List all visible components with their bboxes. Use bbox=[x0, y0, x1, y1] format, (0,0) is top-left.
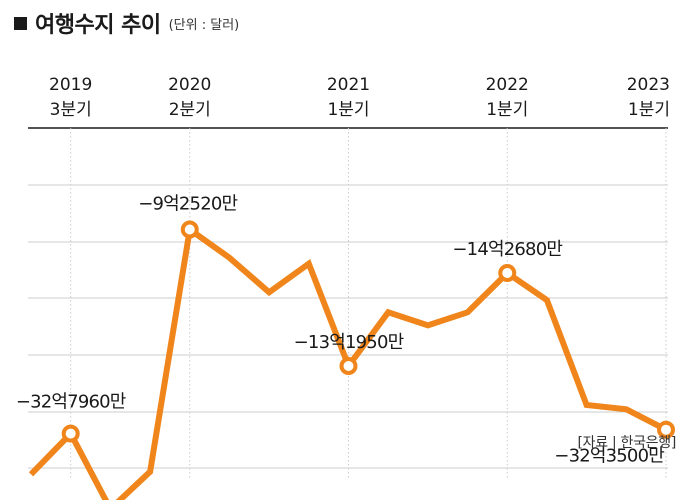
x-tick-quarter: 1분기 bbox=[628, 100, 670, 120]
x-tick-year: 2022 bbox=[486, 75, 529, 95]
data-label: −32억7960만 bbox=[16, 392, 126, 413]
source-credit: [자료 | 한국은행] bbox=[577, 435, 676, 451]
x-tick-quarter: 3분기 bbox=[50, 100, 92, 120]
data-point-marker bbox=[498, 263, 517, 282]
data-label: −13억1950만 bbox=[294, 332, 404, 353]
x-tick-quarter: 2분기 bbox=[169, 100, 211, 120]
data-point-marker bbox=[339, 357, 358, 375]
data-label: −32억3500만 bbox=[554, 446, 664, 467]
data-label: −14억2680만 bbox=[452, 239, 562, 260]
chart-title: 여행수지 추이 bbox=[35, 13, 161, 38]
x-tick-year: 2021 bbox=[327, 75, 370, 95]
x-tick-labels: 2019 3분기 2020 2분기 2021 1분기 2022 1분기 2023 1분기 bbox=[49, 75, 670, 120]
data-point-marker bbox=[61, 424, 80, 443]
x-tick-quarter: 1분기 bbox=[486, 100, 528, 120]
x-tick-quarter: 1분기 bbox=[327, 100, 369, 120]
chart-title-block: 여행수지 추이 (단위 : 달러) bbox=[14, 8, 239, 38]
data-point-marker bbox=[180, 220, 199, 239]
data-point-marker bbox=[657, 420, 675, 439]
grid-layer bbox=[28, 127, 668, 478]
x-tick-year: 2019 bbox=[49, 75, 92, 95]
unit-label: (단위 : 달러) bbox=[168, 17, 240, 33]
data-label: −9억2520만 bbox=[138, 194, 237, 215]
data-labels: −32억7960만 −9억2520만 −13억1950만 −14억2680만 −32억3… bbox=[16, 194, 665, 467]
series-layer bbox=[28, 220, 675, 500]
square-bullet-icon bbox=[14, 16, 27, 30]
x-tick-year: 2020 bbox=[168, 75, 211, 95]
x-tick-year: 2023 bbox=[627, 75, 670, 95]
